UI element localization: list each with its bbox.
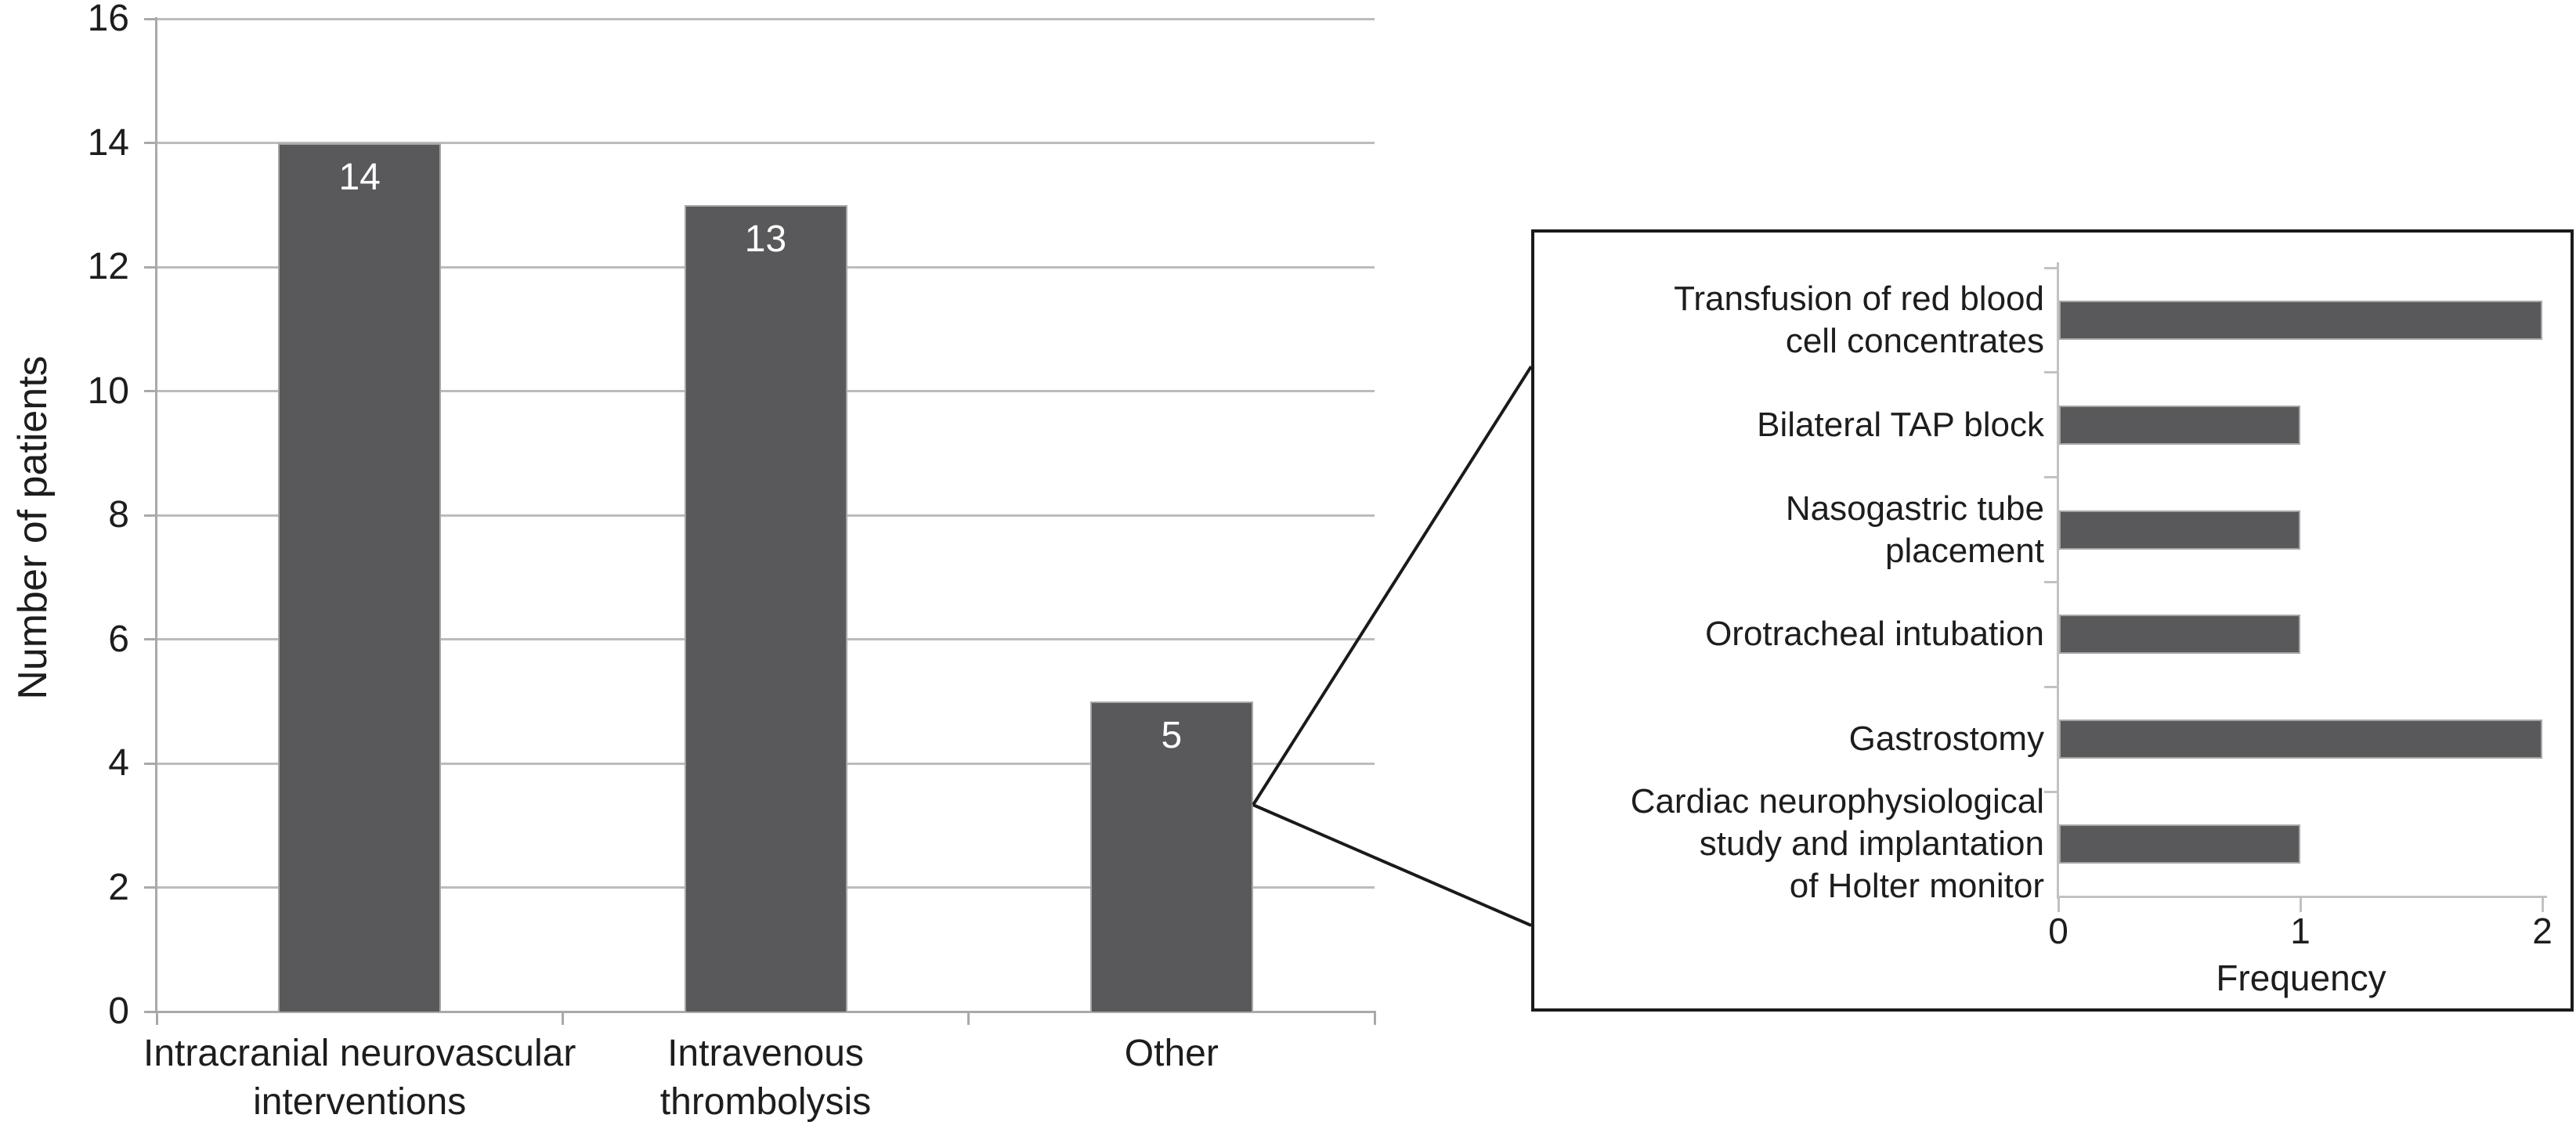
x-axis-tick [561, 1012, 564, 1025]
y-tick-label: 2 [108, 866, 129, 908]
y-tick-label: 6 [108, 618, 129, 660]
bar-value-label: 14 [338, 156, 381, 198]
x-category-label-line: Intravenous [667, 1033, 864, 1074]
inset-y-axis-tick [2044, 476, 2057, 479]
inset-y-axis-line [2057, 262, 2059, 899]
inset-category-label-line: Cardiac neurophysiological [1630, 782, 2044, 821]
bar: 5 [1089, 701, 1253, 1012]
x-axis-tick [1373, 1012, 1376, 1025]
inset-y-axis-tick [2044, 266, 2057, 269]
y-axis-tick [144, 265, 155, 269]
inset-category-label: Orotracheal intubation [1527, 613, 2044, 655]
callout-line-lower [1252, 803, 1532, 927]
inset-bar [2059, 720, 2542, 759]
inset-bar [2059, 300, 2542, 340]
inset-category-label-line: placement [1884, 531, 2044, 570]
inset-category-label-line: Bilateral TAP block [1757, 405, 2044, 444]
inset-bar [2059, 824, 2300, 864]
callout-line-upper [1252, 365, 1533, 806]
inset-x-axis-tick [2299, 897, 2302, 912]
x-category-label: Intracranial neurovascular interventions [117, 1030, 602, 1127]
inset-y-axis-tick [2044, 371, 2057, 374]
y-axis-tick [144, 17, 155, 20]
x-category-label-line: thrombolysis [659, 1081, 872, 1123]
inset-category-label: Cardiac neurophysiological study and impl… [1527, 781, 2044, 907]
bar: 13 [684, 204, 847, 1012]
inset-category-label-line: Gastrostomy [1848, 720, 2044, 759]
inset-x-axis-tick [2057, 897, 2060, 912]
y-tick-label: 4 [108, 742, 129, 784]
inset-x-tick-label: 2 [2532, 911, 2553, 951]
y-axis-title: Number of patients [10, 355, 56, 700]
inset-box [1531, 229, 2574, 1012]
inset-x-axis-line [2057, 895, 2547, 898]
inset-category-label-line: Nasogastric tube [1785, 489, 2044, 528]
y-axis-line [155, 17, 157, 1013]
y-axis-tick [144, 142, 155, 144]
inset-bar [2059, 510, 2300, 550]
inset-y-axis-tick [2044, 581, 2057, 583]
inset-x-tick-label: 1 [2290, 911, 2310, 951]
inset-y-axis-tick [2044, 790, 2057, 793]
inset-x-axis-tick [2541, 897, 2544, 912]
inset-category-label: Nasogastric tube placement [1527, 488, 2044, 572]
y-axis-tick [144, 762, 155, 765]
inset-y-axis-tick [2044, 685, 2057, 688]
x-category-label-line: Intracranial neurovascular [143, 1033, 576, 1074]
gridline [157, 17, 1375, 20]
inset-category-label-line: cell concentrates [1785, 321, 2044, 360]
inset-category-label: Transfusion of red blood cell concentrate… [1527, 278, 2044, 363]
inset-category-label-line: study and implantation [1699, 824, 2044, 864]
y-tick-label: 16 [87, 0, 129, 39]
inset-x-axis-title: Frequency [2216, 958, 2386, 998]
y-tick-label: 12 [87, 246, 129, 287]
inset-bar [2059, 615, 2300, 655]
inset-bar [2059, 405, 2300, 445]
y-tick-label: 8 [108, 494, 129, 536]
x-axis-tick [155, 1012, 158, 1025]
y-tick-label: 14 [87, 121, 129, 164]
x-category-label-line: Other [1124, 1033, 1219, 1074]
y-axis-tick [144, 1010, 155, 1013]
y-axis-tick [144, 886, 155, 889]
bar-value-label: 13 [744, 218, 787, 260]
bar: 14 [278, 142, 442, 1012]
x-category-label: Other [929, 1030, 1414, 1078]
y-tick-label: 0 [108, 990, 129, 1032]
inset-category-label-line: Transfusion of red blood [1674, 279, 2044, 318]
y-axis-tick [144, 514, 155, 517]
inset-x-tick-label: 0 [2048, 911, 2068, 951]
inset-category-label-line: Orotracheal intubation [1705, 615, 2044, 654]
y-tick-label: 10 [87, 370, 129, 412]
x-axis-line [155, 1010, 1376, 1013]
inset-category-label-line: of Holter monitor [1789, 867, 2044, 906]
y-axis-tick [144, 390, 155, 392]
inset-category-label: Gastrostomy [1527, 718, 2044, 760]
x-category-label: Intravenous thrombolysis [523, 1030, 1009, 1127]
inset-category-label: Bilateral TAP block [1527, 404, 2044, 446]
x-category-label-line: interventions [253, 1081, 467, 1123]
bar-value-label: 5 [1161, 714, 1183, 756]
gridline [157, 142, 1375, 144]
x-axis-tick [967, 1012, 970, 1025]
y-axis-tick [144, 638, 155, 640]
